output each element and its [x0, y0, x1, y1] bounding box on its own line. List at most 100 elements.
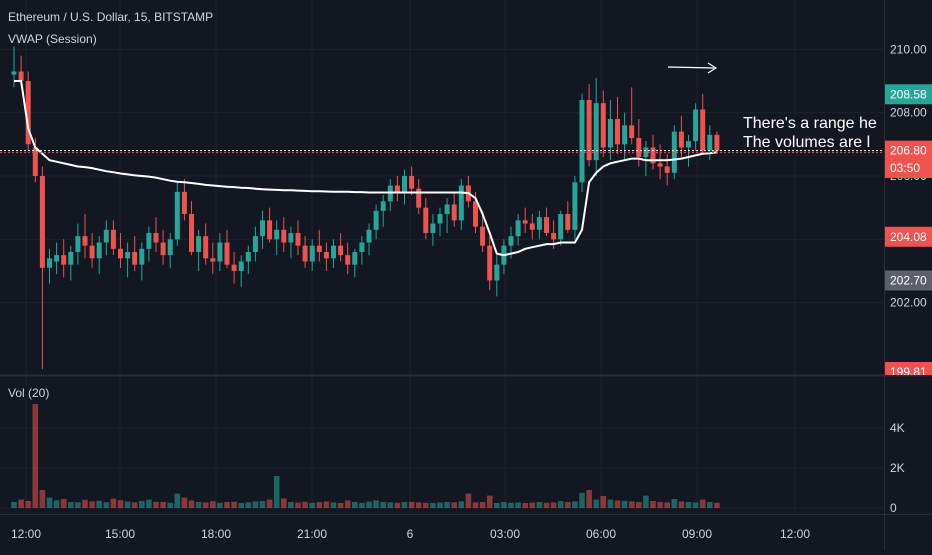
price-tag: 202.70: [885, 270, 932, 291]
volume-bar: [685, 502, 692, 508]
candle-body: [160, 242, 166, 256]
candle-body: [61, 255, 67, 265]
price-tick-label: 210.00: [890, 42, 927, 56]
price-tag-box: [885, 84, 932, 105]
time-tick-label: 18:00: [201, 527, 231, 541]
volume-bar: [664, 502, 670, 508]
volume-bar: [46, 497, 53, 508]
volume-bar: [245, 502, 252, 508]
volume-bar: [60, 499, 67, 508]
volume-bar: [621, 500, 628, 508]
volume-bar: [501, 502, 507, 508]
candle-body: [380, 201, 386, 211]
candle-body: [622, 125, 628, 145]
candle-body: [203, 236, 209, 259]
candle-body: [260, 220, 265, 237]
volume-bar: [458, 501, 465, 508]
volume-bar: [167, 502, 173, 508]
candle-body: [32, 147, 38, 176]
candle-body: [714, 134, 720, 151]
price-tag-label: 202.70: [890, 273, 927, 287]
volume-bar: [82, 499, 88, 508]
candle-body: [196, 236, 202, 252]
price-tag-label: 199.81: [890, 365, 927, 379]
volume-bar: [423, 502, 429, 508]
candle-body: [700, 109, 706, 151]
volume-bar: [68, 502, 74, 508]
volume-bar: [650, 501, 656, 508]
candle-body: [657, 163, 663, 167]
candle-body: [25, 80, 31, 145]
candle-body: [47, 258, 52, 268]
candle-body: [245, 251, 251, 262]
time-tick-label: 12:00: [11, 527, 41, 541]
volume-bar: [25, 501, 31, 508]
candle-body: [664, 166, 670, 173]
candle-body: [366, 229, 372, 243]
candle-body: [231, 264, 237, 271]
volume-bar: [352, 502, 358, 508]
volume-bar: [110, 498, 117, 508]
price-tick-label: 208.00: [890, 106, 927, 120]
price-tag-box: [885, 158, 932, 178]
volume-bar: [266, 499, 273, 508]
time-tick-label: 06:00: [586, 527, 616, 541]
volume-bar: [401, 502, 408, 508]
volume-bar: [53, 500, 60, 508]
volume-bar: [557, 501, 564, 508]
price-tags-group: 208.58 206.80 03:50 204.08 202.70 199.81: [885, 84, 932, 379]
price-tag: 204.08: [885, 226, 932, 247]
time-tick-label: 6: [407, 527, 414, 541]
candle-body: [693, 109, 699, 142]
annotation-text-box[interactable]: There's a range he The volumes are l: [740, 110, 884, 156]
price-tag-box: [885, 226, 932, 247]
candle-body: [316, 245, 322, 252]
volume-bar: [89, 501, 95, 508]
volume-bar: [337, 503, 344, 508]
price-tag-label: 03:50: [890, 161, 920, 175]
volume-bar: [536, 502, 543, 508]
candle-body: [586, 99, 592, 161]
price-tag-label: 206.80: [890, 144, 927, 158]
volume-bar: [160, 502, 166, 508]
volume-bar: [479, 502, 486, 508]
time-tick-label: 12:00: [780, 527, 810, 541]
volume-bar: [387, 502, 394, 508]
volume-bar: [309, 502, 315, 508]
volume-indicator-label[interactable]: Vol (20): [8, 386, 50, 400]
price-tag: 208.58: [885, 84, 932, 105]
candle-body: [650, 147, 656, 164]
candle-body: [373, 210, 379, 230]
volume-bar: [373, 500, 379, 508]
candle-body: [302, 245, 308, 262]
candle-body: [508, 236, 514, 246]
symbol-title[interactable]: Ethereum / U.S. Dollar, 15, BITSTAMP: [8, 10, 214, 24]
candle-body: [110, 229, 116, 249]
candle-body: [167, 239, 173, 256]
volume-bar: [153, 501, 159, 508]
candle-body: [409, 175, 415, 189]
volume-bar: [451, 502, 457, 508]
volume-bar: [281, 498, 287, 508]
candle-body: [75, 236, 81, 252]
volume-bar: [323, 501, 330, 508]
volume-bar: [174, 493, 181, 508]
candle-body: [132, 251, 138, 265]
candle-body: [458, 185, 464, 221]
price-tag: 199.81: [885, 362, 932, 379]
candle-body: [89, 245, 95, 259]
candle-body: [394, 185, 400, 192]
volume-bar: [522, 503, 528, 508]
volume-bar: [508, 502, 514, 508]
candle-body: [451, 204, 457, 221]
volume-bar: [273, 476, 280, 508]
candle-body: [707, 134, 713, 151]
candle-body: [217, 242, 223, 262]
vwap-indicator-label[interactable]: VWAP (Session): [8, 32, 97, 46]
arrow-head: [707, 62, 718, 74]
volume-bar: [217, 502, 223, 508]
volume-bar: [18, 499, 24, 508]
time-tick-label: 03:00: [490, 527, 520, 541]
